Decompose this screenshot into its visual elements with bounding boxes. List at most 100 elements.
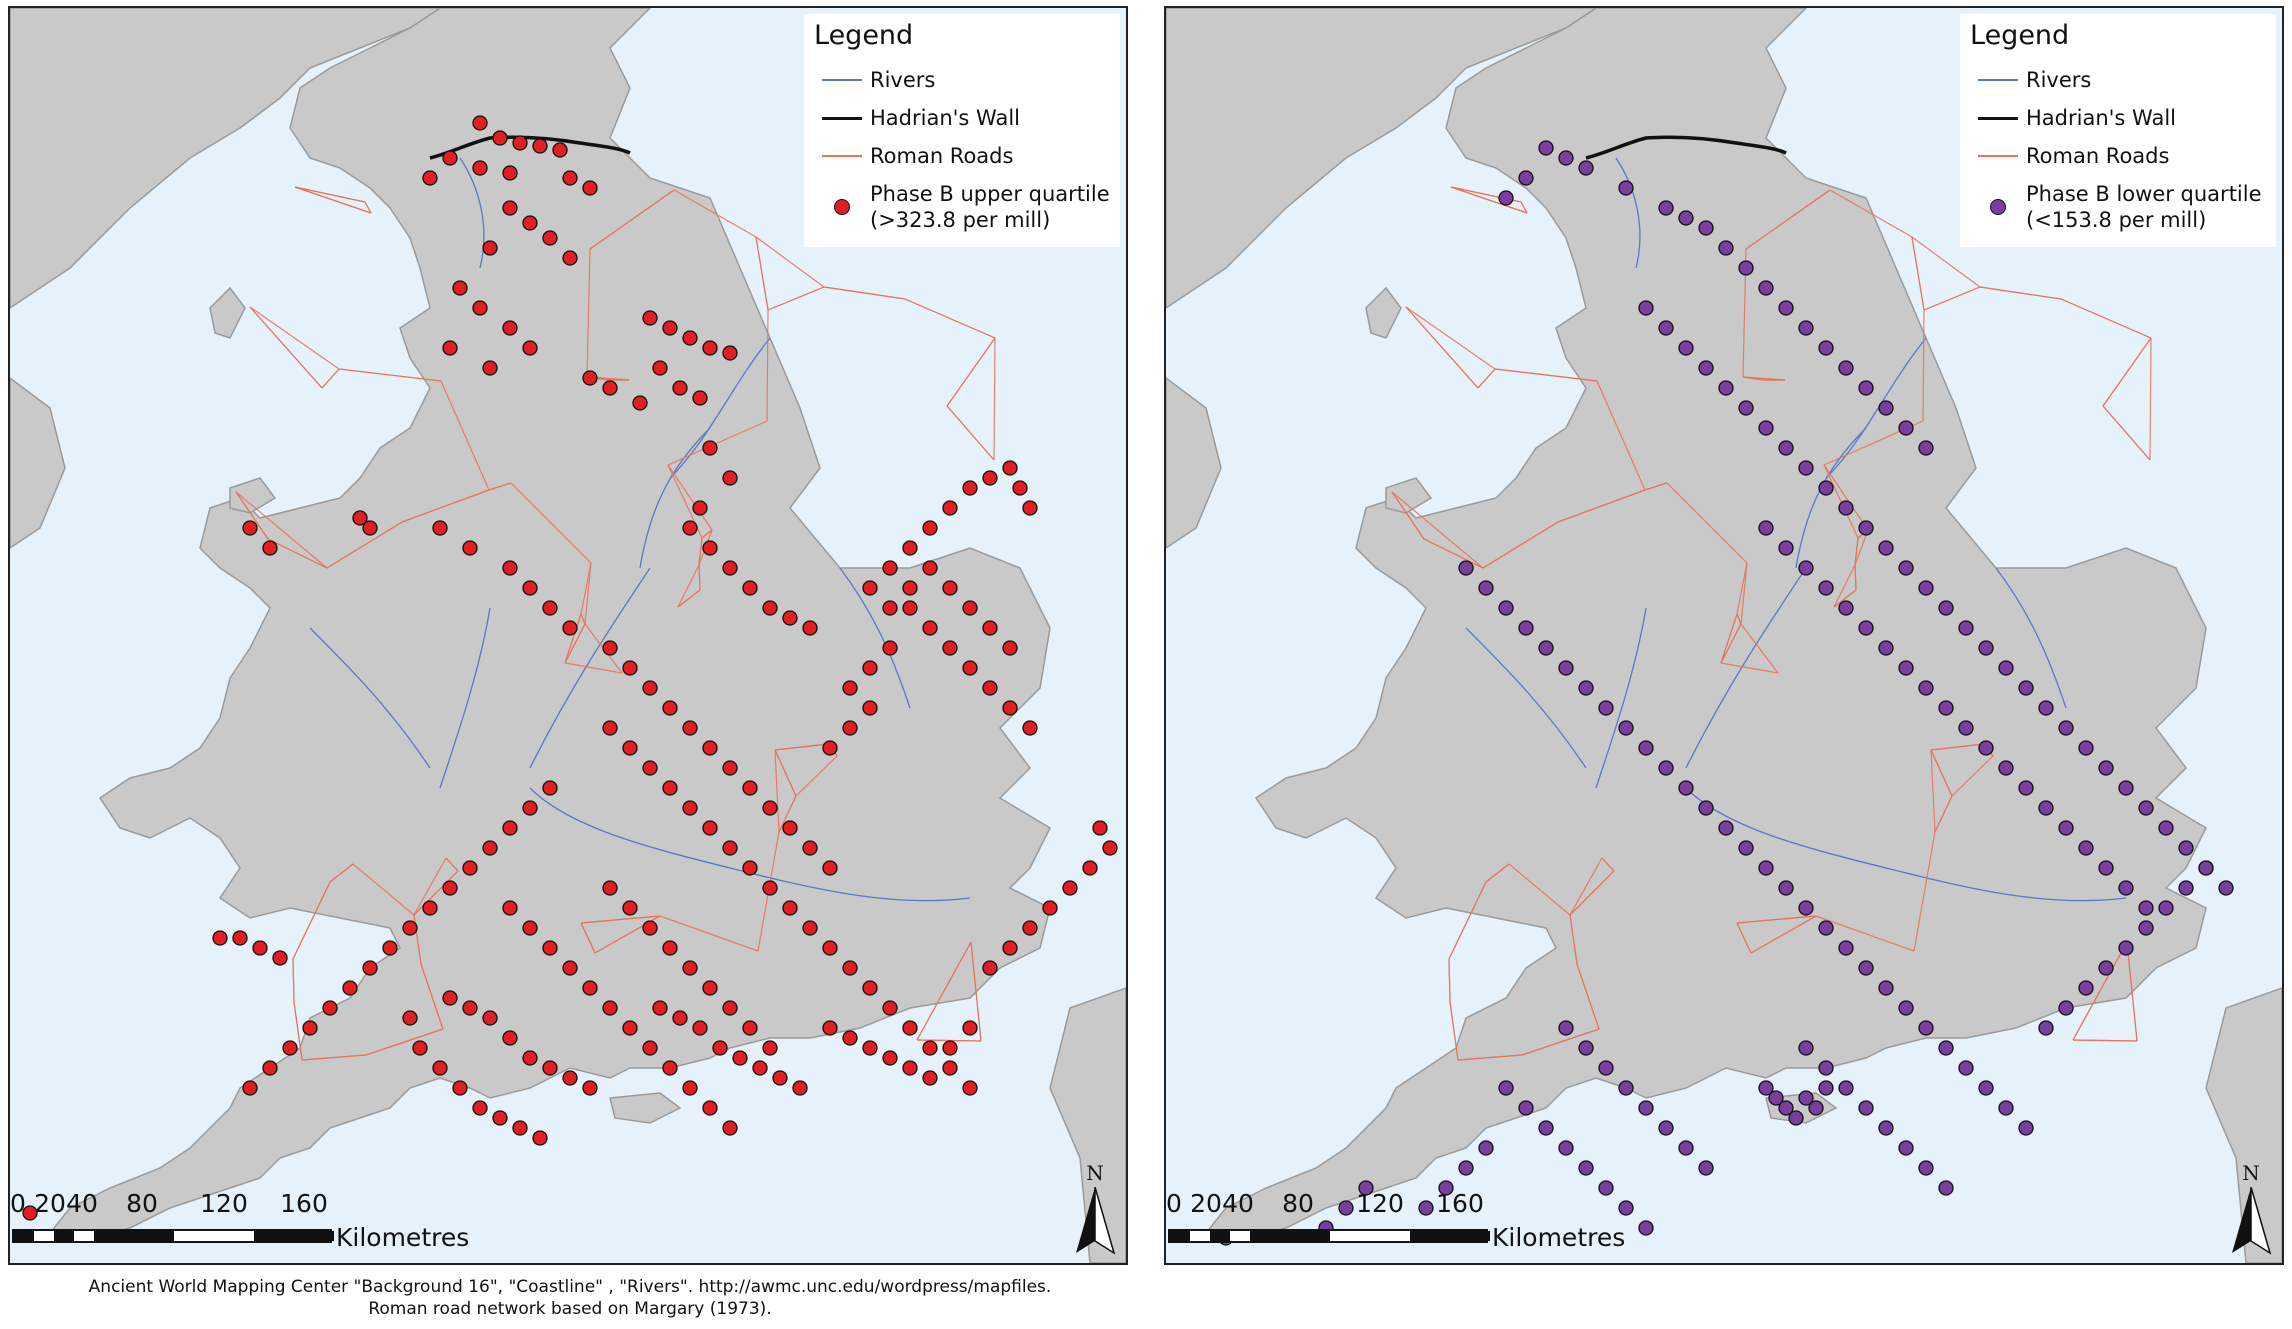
site-point [482, 360, 498, 376]
site-point [602, 380, 618, 396]
site-point [1638, 1220, 1654, 1236]
site-point [422, 170, 438, 186]
site-point [1092, 820, 1108, 836]
site-point [1918, 580, 1934, 596]
site-point [732, 1050, 748, 1066]
site-point [282, 1040, 298, 1056]
site-point [1798, 560, 1814, 576]
site-point [1818, 480, 1834, 496]
legend-item-hadrians-wall: Hadrian's Wall [1970, 99, 2266, 137]
site-point [1698, 1160, 1714, 1176]
river-line [1595, 607, 1647, 789]
site-point [1858, 620, 1874, 636]
site-point [702, 440, 718, 456]
roman-road-line [2060, 298, 2152, 339]
roman-road-line [294, 186, 372, 214]
scale-tick: 160 [280, 1189, 328, 1218]
site-point [642, 310, 658, 326]
site-point [762, 880, 778, 896]
north-arrow: N [2228, 1161, 2274, 1257]
site-point [802, 920, 818, 936]
site-point [1938, 1040, 1954, 1056]
site-point [1002, 700, 1018, 716]
site-point [782, 820, 798, 836]
roman-road-line [294, 186, 366, 203]
site-point [682, 800, 698, 816]
site-point [1022, 720, 1038, 736]
roman-road-line [365, 1028, 444, 1056]
site-point [502, 560, 518, 576]
scale-tick: 0 [1166, 1189, 1182, 1218]
roman-road-line [1720, 662, 1779, 674]
site-point [472, 300, 488, 316]
site-point [922, 520, 938, 536]
site-point [1798, 1090, 1814, 1106]
river-line [1615, 157, 1641, 269]
site-point [602, 640, 618, 656]
north-arrow-icon [1076, 1187, 1116, 1255]
site-point [902, 1020, 918, 1036]
site-point [502, 900, 518, 916]
roman-road-line [1930, 749, 1936, 833]
roman-road-line [1666, 482, 1748, 564]
river-line [459, 157, 485, 269]
site-point [1998, 760, 2014, 776]
site-point [2118, 940, 2134, 956]
site-point [512, 135, 528, 151]
site-point [1478, 1140, 1494, 1156]
site-point [882, 1050, 898, 1066]
site-point [722, 760, 738, 776]
land-area [1204, 8, 2207, 1239]
scale-tick: 80 [126, 1189, 158, 1218]
site-point [622, 660, 638, 676]
site-point [1618, 1080, 1634, 1096]
roman-road-line [1423, 538, 1484, 569]
site-point [822, 860, 838, 876]
site-point [1658, 760, 1674, 776]
site-point [1738, 400, 1754, 416]
roman-road-line [1482, 521, 1559, 569]
site-point [642, 760, 658, 776]
roman-road-line [946, 405, 995, 461]
site-point [722, 1000, 738, 1016]
legend-label: Roman Roads [2026, 143, 2170, 168]
site-point [1022, 500, 1038, 516]
river-line [1825, 337, 1927, 479]
site-point [922, 560, 938, 576]
site-point [1778, 1100, 1794, 1116]
site-point [472, 1100, 488, 1116]
north-arrow: N [1072, 1161, 1118, 1257]
site-point [882, 560, 898, 576]
site-point [1658, 320, 1674, 336]
legend-title: Legend [814, 20, 914, 51]
site-point [1838, 940, 1854, 956]
site-point [1798, 320, 1814, 336]
site-point [1798, 900, 1814, 916]
legend-label: Phase B upper quartile (>323.8 per mill) [870, 181, 1110, 232]
site-point [1002, 460, 1018, 476]
site-point [702, 1100, 718, 1116]
site-point [672, 1010, 688, 1026]
roman-road-line [584, 562, 592, 625]
site-point [1778, 880, 1794, 896]
site-point [1538, 140, 1554, 156]
site-point [1818, 1060, 1834, 1076]
site-point [1658, 1120, 1674, 1136]
roman-road-line [1601, 857, 1615, 872]
scale-tick: 80 [1282, 1189, 1314, 1218]
site-point [472, 115, 488, 131]
site-point [1938, 1180, 1954, 1196]
roman-road-line [1829, 189, 1913, 238]
site-point [492, 1110, 508, 1126]
site-point [1758, 420, 1774, 436]
site-point [1538, 640, 1554, 656]
legend-label: Hadrian's Wall [2026, 105, 2176, 130]
site-point [1898, 1140, 1914, 1156]
roman-road-line [755, 236, 769, 311]
site-point [622, 1020, 638, 1036]
legend-title: Legend [1970, 20, 2070, 51]
site-point [802, 840, 818, 856]
site-point [1858, 380, 1874, 396]
site-point [672, 380, 688, 396]
site-point [352, 510, 368, 526]
